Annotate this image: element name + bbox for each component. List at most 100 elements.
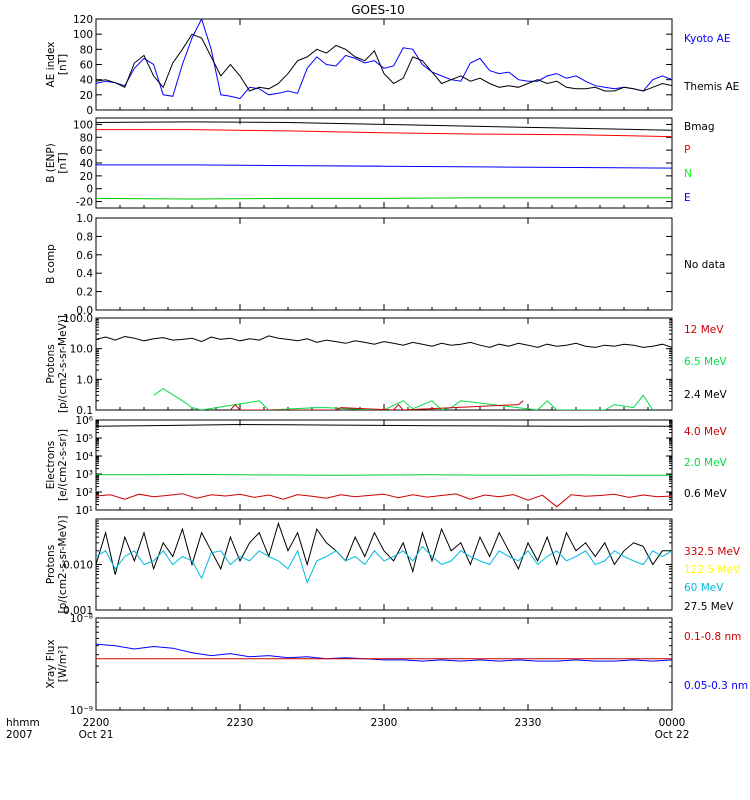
series-line-4-0-mev: [96, 493, 672, 508]
y-axis-label: B (ENP): [45, 143, 57, 183]
legend-item: 6.5 MeV: [684, 356, 728, 368]
y-axis-label: Xray Flux: [45, 639, 57, 688]
legend-item: 12 MeV: [684, 324, 724, 336]
panel-ae: 0 20 40 60 80 100 120 AE index [nT] Kyoto AE Themi…: [45, 14, 739, 117]
panel-electrons: 10¹ 10² 10³ 10⁴ 10⁵ 10⁶ Electrons [e/(cm2-s-sr)…: [45, 415, 728, 517]
y-tick-label: 10¹: [75, 505, 93, 517]
y-axis-unit: [p/(cm2-s-sr-MeV)]: [57, 516, 69, 614]
legend-item: 60 MeV: [684, 582, 724, 594]
legend-item: 0.05-0.3 nm: [684, 680, 748, 692]
y-tick-label: 0.4: [76, 268, 93, 280]
series-group: [96, 423, 672, 508]
y-tick-label: 80: [80, 44, 93, 56]
legend-item: 2.0 MeV: [684, 457, 728, 469]
legend-item: 0.1-0.8 nm: [684, 631, 741, 643]
y-tick-label: 0.0: [76, 305, 93, 317]
series-group: [96, 19, 672, 100]
y-tick-label: 20: [80, 171, 93, 183]
y-axis-label: AE index: [45, 42, 57, 88]
series-line-12-mev: [230, 400, 524, 410]
figure-title: GOES-10: [351, 3, 405, 17]
y-tick-label: 40: [80, 75, 93, 87]
legend-item: E: [684, 192, 691, 204]
y-tick-label: 10⁶: [75, 415, 93, 427]
time-axis-caption: hhmm: [6, 717, 40, 729]
y-tick-label: 60: [80, 145, 93, 157]
y-tick-label: 20: [80, 90, 93, 102]
x-tick-date: Oct 22: [655, 729, 690, 741]
legend-item: 27.5 MeV: [684, 601, 734, 613]
series-line-2-4-mev: [96, 335, 672, 348]
y-axis-unit: [p/(cm2-s-sr-MeV)]: [57, 315, 69, 413]
legend-item: Bmag: [684, 121, 715, 133]
panel-frame: [95, 317, 673, 411]
legend-item: 122.5 MeV: [684, 564, 741, 576]
y-axis-unit: [W/m²]: [57, 646, 69, 683]
series-line-6-5-mev: [153, 387, 654, 410]
y-axis-unit: [e/(cm2-s-sr)]: [57, 429, 69, 501]
y-tick-label: 100: [73, 29, 93, 41]
panel-frame: [95, 617, 673, 711]
panel-xray: 10⁻⁹ 10⁻⁸ Xray Flux [W/m²] 0.1-0.8 nm 0.05-0.…: [45, 613, 748, 717]
series-group: [96, 335, 672, 410]
panel-frame: [95, 518, 673, 611]
y-tick-label: 60: [80, 60, 93, 72]
y-tick-label: 0: [86, 105, 93, 117]
y-tick-label: 10⁵: [75, 433, 93, 445]
y-tick-label: 10⁻⁹: [70, 705, 93, 717]
x-tick-label: 2200: [83, 717, 110, 729]
y-tick-label: 1.0: [76, 374, 93, 386]
legend-item: N: [684, 168, 692, 180]
y-axis-label: B comp: [45, 244, 57, 284]
series-group: [96, 121, 672, 200]
legend-item: 332.5 MeV: [684, 546, 741, 558]
y-axis-label: Protons: [45, 344, 57, 383]
y-tick-label: 100.0: [63, 313, 93, 325]
series-line-0-05-0-3-nm: [96, 643, 672, 662]
series-line-27-5-mev: [96, 521, 672, 575]
panel-frame: [95, 117, 673, 209]
legend-item: 2.4 MeV: [684, 389, 728, 401]
series-line-2-0-mev: [96, 473, 672, 476]
y-axis-label: Protons: [45, 545, 57, 584]
y-tick-label: 10⁴: [75, 451, 93, 463]
panel-protons_low: 0.1 1.0 10.0 100.0 Protons [p/(cm2-s-sr-MeV)]…: [45, 313, 728, 417]
y-tick-label: 10.0: [70, 344, 93, 356]
panel-frame: [95, 217, 673, 311]
legend-item: Themis AE: [683, 81, 739, 93]
no-data-note: No data: [684, 259, 725, 271]
y-tick-label: 0.010: [63, 560, 93, 572]
x-tick-date: Oct 21: [79, 729, 114, 741]
y-tick-label: 120: [73, 14, 93, 26]
series-group: [96, 643, 672, 662]
series-line-60-mev: [96, 545, 672, 585]
series-line-bmag: [96, 121, 672, 131]
y-tick-label: 0.1: [76, 405, 93, 417]
time-axis-caption: 2007: [6, 729, 33, 741]
y-tick-label: 0.6: [76, 250, 93, 262]
y-tick-label: 10⁻⁸: [70, 613, 93, 625]
series-line-e: [96, 164, 672, 169]
panel-protons_high: 0.001 0.010 Protons [p/(cm2-s-sr-MeV)] 332.5…: [45, 516, 741, 617]
y-tick-label: 0.8: [76, 231, 93, 243]
y-axis-unit: [nT]: [57, 54, 69, 75]
y-tick-label: 100: [73, 119, 93, 131]
series-line-p: [96, 129, 672, 138]
legend-item: Kyoto AE: [684, 33, 730, 45]
y-tick-label: 0.2: [76, 287, 93, 299]
y-tick-label: -20: [76, 197, 93, 209]
y-tick-label: 1.0: [76, 213, 93, 225]
y-tick-label: 0: [86, 184, 93, 196]
x-tick-label: 2300: [371, 717, 398, 729]
y-axis-label: Electrons: [45, 441, 57, 490]
series-line-0-6-mev: [96, 423, 672, 427]
y-tick-label: 10²: [75, 487, 93, 499]
legend-item: P: [684, 144, 690, 156]
series-line-n: [96, 197, 672, 200]
series-line-kyoto-ae: [96, 19, 672, 100]
series-group: [96, 521, 672, 585]
